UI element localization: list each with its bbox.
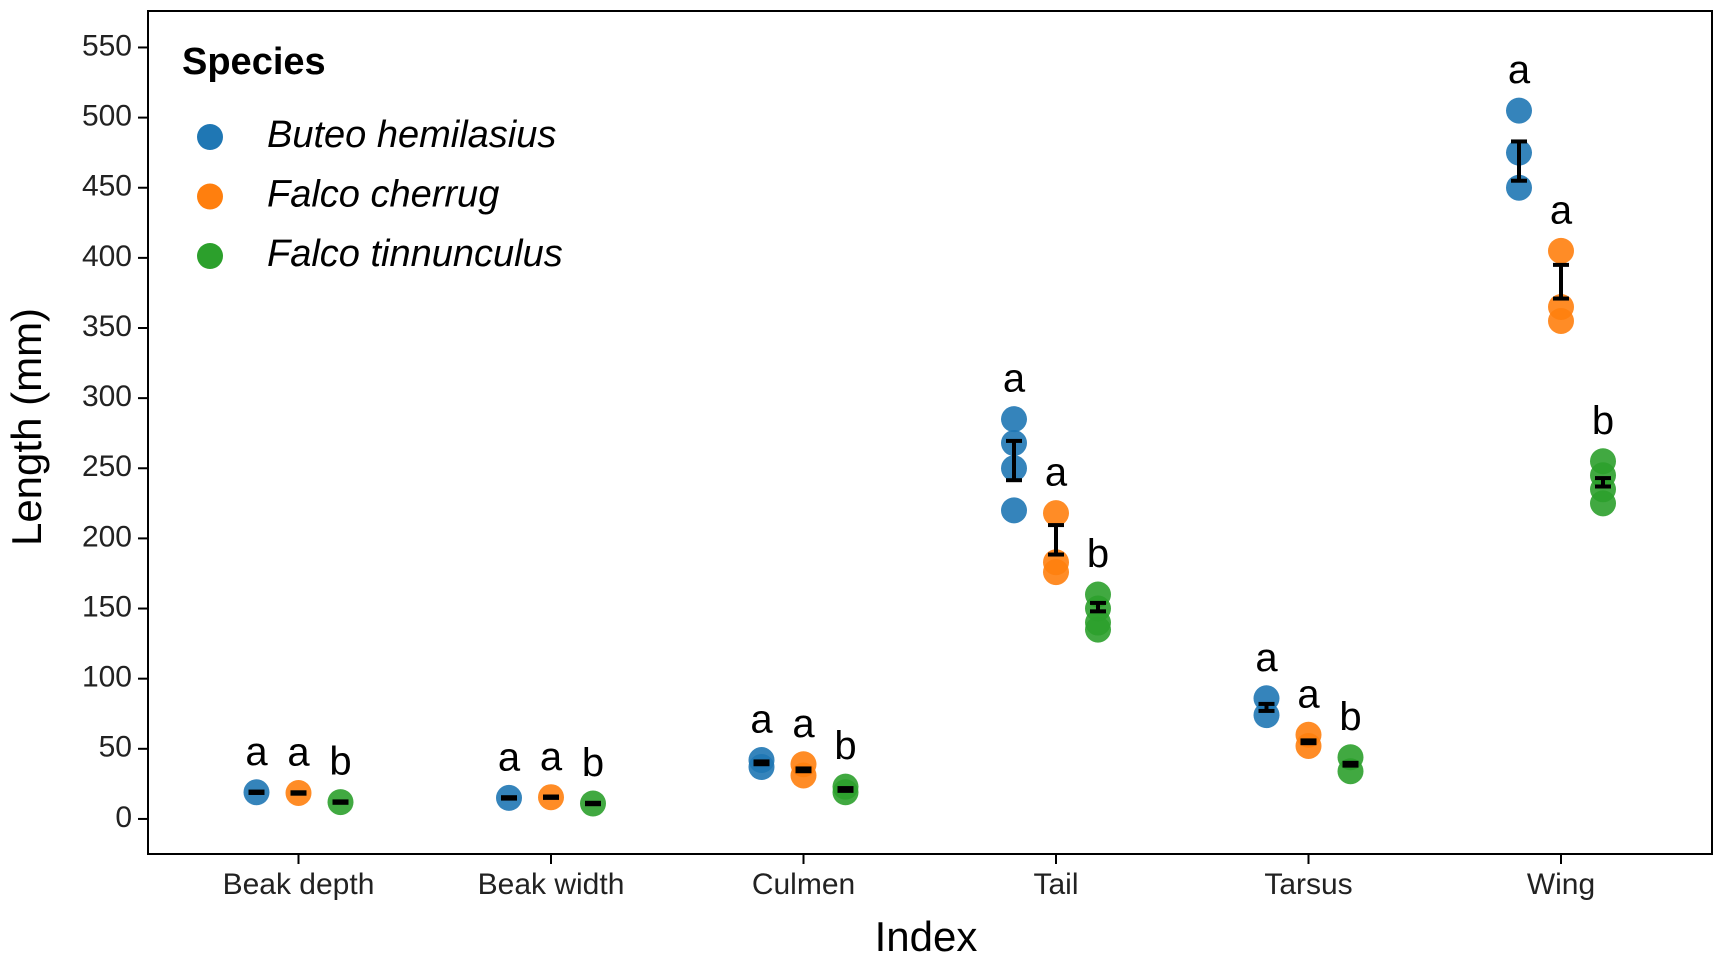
y-tick-label: 300 <box>82 380 132 413</box>
legend-label: Buteo hemilasius <box>267 114 556 156</box>
error-bar <box>1006 438 1022 483</box>
significance-letter: a <box>1003 357 1026 401</box>
x-tick-label: Beak width <box>478 868 625 901</box>
y-tick-label: 50 <box>99 731 132 764</box>
y-tick-label: 200 <box>82 520 132 553</box>
significance-letter: b <box>1592 399 1614 443</box>
data-point <box>1043 500 1069 527</box>
data-point <box>1590 490 1616 517</box>
significance-letter: a <box>1550 188 1573 232</box>
x-tick-label: Tail <box>1033 868 1078 901</box>
y-tick-label: 550 <box>82 29 132 62</box>
legend-marker <box>197 243 223 269</box>
error-bar <box>1342 760 1359 768</box>
significance-letter: b <box>1087 532 1109 576</box>
error-bar <box>1595 476 1611 489</box>
error-bar <box>585 800 601 807</box>
data-point <box>1506 97 1532 124</box>
significance-letter: a <box>750 698 773 742</box>
error-bar <box>501 795 517 801</box>
significance-letter: b <box>1339 695 1361 739</box>
y-tick-label: 250 <box>82 450 132 483</box>
error-bar <box>1553 262 1569 301</box>
significance-letter: b <box>329 740 351 784</box>
data-point <box>1548 237 1574 264</box>
plot-frame <box>147 10 1713 855</box>
data-point <box>1295 732 1322 759</box>
y-tick-label: 500 <box>82 100 132 133</box>
data-point <box>1043 559 1069 586</box>
data-point <box>1253 702 1280 729</box>
x-axis-title: Index <box>875 913 978 960</box>
significance-letter: a <box>1508 48 1531 92</box>
y-tick-label: 100 <box>82 661 132 694</box>
error-bar <box>753 759 770 767</box>
error-bar <box>795 766 812 774</box>
error-bar <box>1048 523 1064 557</box>
significance-letter: b <box>582 741 604 785</box>
significance-letter: a <box>498 735 521 779</box>
data-point <box>1548 307 1574 334</box>
error-bar <box>1258 701 1275 713</box>
x-tick-label: Tarsus <box>1264 868 1352 901</box>
data-point <box>1001 497 1027 524</box>
significance-letter: a <box>245 730 268 774</box>
y-tick-label: 150 <box>82 590 132 623</box>
significance-letter: b <box>834 724 856 768</box>
error-bar <box>290 790 307 796</box>
error-bar <box>837 786 854 793</box>
significance-letter: a <box>1297 672 1320 716</box>
legend-label: Falco cherrug <box>267 174 499 216</box>
error-bar <box>1090 600 1106 614</box>
error-bar <box>543 794 559 800</box>
y-axis-title: Length (mm) <box>3 308 50 546</box>
y-tick-label: 0 <box>115 801 132 834</box>
significance-letter: a <box>792 702 815 746</box>
legend-label: Falco tinnunculus <box>267 233 563 275</box>
y-tick-label: 400 <box>82 240 132 273</box>
legend-marker <box>197 124 223 150</box>
error-bar <box>332 799 349 805</box>
error-bar <box>1300 738 1317 746</box>
significance-letter: a <box>1255 636 1278 680</box>
legend-marker <box>197 183 223 210</box>
legend-title: Species <box>182 41 326 83</box>
y-tick-label: 350 <box>82 310 132 343</box>
data-point <box>790 751 817 778</box>
x-tick-label: Wing <box>1527 868 1595 901</box>
data-point <box>1001 406 1027 433</box>
error-bar <box>248 789 265 795</box>
y-tick-label: 450 <box>82 170 132 203</box>
significance-letter: a <box>540 735 563 779</box>
error-bar <box>1511 139 1527 183</box>
significance-letter: a <box>287 731 310 775</box>
data-point <box>1085 616 1111 643</box>
x-tick-label: Culmen <box>752 868 855 901</box>
x-tick-label: Beak depth <box>223 868 375 901</box>
significance-letter: a <box>1045 451 1068 495</box>
